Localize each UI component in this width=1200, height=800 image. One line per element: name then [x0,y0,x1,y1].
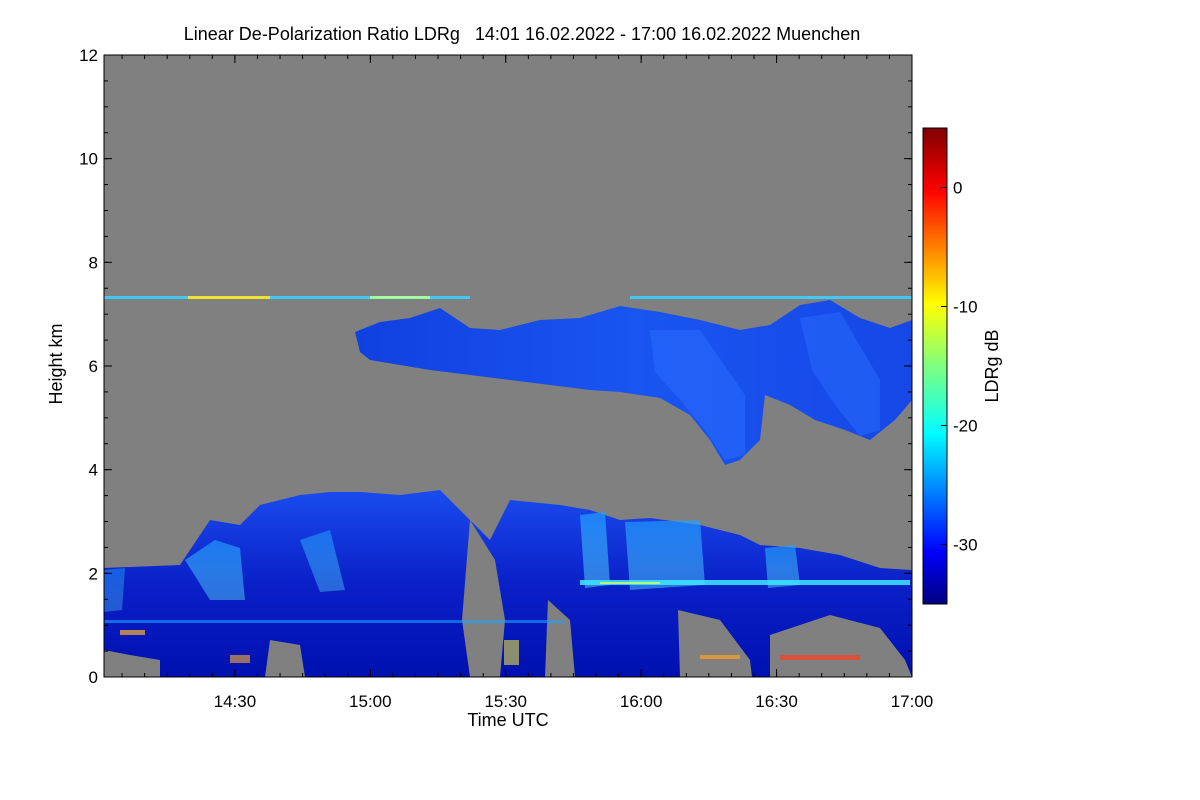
y-tick-label: 4 [89,461,98,480]
lower-gap [678,610,752,677]
y-tick-label: 12 [79,46,98,65]
y-tick-label: 2 [89,564,98,583]
y-tick-label: 6 [89,357,98,376]
aerosol-line-gap [470,296,630,299]
surface-echo [230,655,250,663]
x-tick-label: 17:00 [891,692,934,711]
colorbar [922,127,948,605]
surface-echo [504,640,519,665]
lower-gap [265,640,305,677]
colorbar-tick-label: 0 [953,179,962,198]
x-axis: 14:30 15:00 15:30 16:00 16:30 17:00 [121,55,934,711]
colorbar-tick-label: -30 [953,536,978,555]
x-tick-label: 16:00 [620,692,663,711]
x-tick-label: 15:00 [349,692,392,711]
horizontal-band [104,620,564,623]
aerosol-line-bright [188,296,270,299]
chart-title: Linear De-Polarization Ratio LDRg 14:01 … [184,24,860,44]
x-axis-label: Time UTC [467,710,548,730]
x-tick-label: 15:30 [484,692,527,711]
colorbar-tick-label: -20 [953,417,978,436]
y-axis-label: Height km [46,323,66,404]
surface-echo [780,655,860,660]
lower-gap [545,600,575,677]
aerosol-line-bright [370,296,430,299]
bright-band [580,580,910,585]
lower-gap [770,615,912,677]
precip-streak [625,520,705,590]
precip-streak [300,530,345,592]
upper-cloud-layer [355,300,912,465]
precip-streak [104,568,125,612]
surface-echo [700,655,740,659]
surface-echo [120,630,145,635]
bright-band-yellow [600,582,660,584]
plot-layers [104,296,912,677]
colorbar-label: LDRg dB [982,329,1002,402]
x-tick-label: 14:30 [214,692,257,711]
upper-cloud-fallstreak [650,330,745,460]
precip-streak [580,512,610,588]
lower-gap [104,650,160,677]
y-axis: 0 2 4 6 8 10 12 [79,46,912,687]
precip-streak [185,540,245,600]
y-tick-label: 0 [89,668,98,687]
upper-cloud-fallstreak [800,312,880,436]
y-tick-label: 8 [89,253,98,272]
colorbar-tick-label: -10 [953,298,978,317]
y-tick-label: 10 [79,150,98,169]
x-tick-label: 16:30 [755,692,798,711]
colorbar-ticks: 0 -10 -20 -30 [941,179,978,555]
precip-streak [765,545,800,588]
lower-gap [462,520,505,677]
